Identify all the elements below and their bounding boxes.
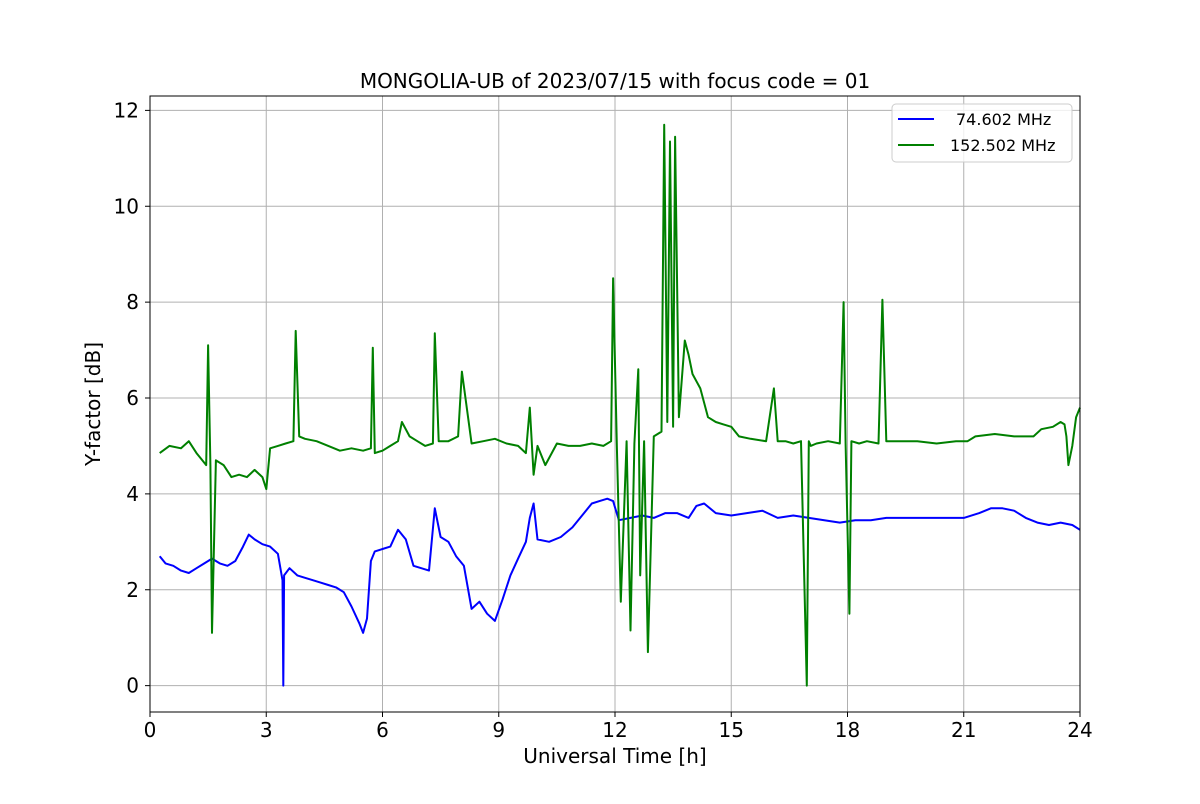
x-axis-label: Universal Time [h] [523,744,706,768]
legend-label-152mhz: 152.502 MHz [950,136,1055,155]
x-tick-label: 18 [835,718,860,742]
x-tick-label: 15 [719,718,744,742]
y-tick-label: 4 [126,482,139,506]
x-tick-label: 6 [376,718,389,742]
x-tick-label: 9 [492,718,505,742]
legend-box [891,103,1073,163]
series-group [158,123,1081,687]
x-tick-label: 12 [602,718,627,742]
y-axis-ticks: 0 2 4 6 8 10 12 [114,98,150,698]
series-line-1 [159,123,1081,687]
x-axis-ticks: 0 3 6 9 12 15 18 21 24 [144,712,1093,742]
legend: 74.602 MHz 152.502 MHz [891,103,1073,163]
y-tick-label: 0 [126,674,139,698]
x-tick-label: 0 [144,718,157,742]
y-axis-label: Y-factor [dB] [81,342,105,467]
y-tick-label: 6 [126,386,139,410]
chart-title: MONGOLIA-UB of 2023/07/15 with focus cod… [360,69,870,93]
y-tick-label: 12 [114,98,139,122]
y-tick-label: 2 [126,578,139,602]
x-tick-label: 24 [1067,718,1092,742]
legend-label-74mhz: 74.602 MHz [956,110,1051,129]
x-tick-label: 3 [260,718,273,742]
y-tick-label: 8 [126,290,139,314]
x-tick-label: 21 [951,718,976,742]
y-tick-label: 10 [114,194,139,218]
